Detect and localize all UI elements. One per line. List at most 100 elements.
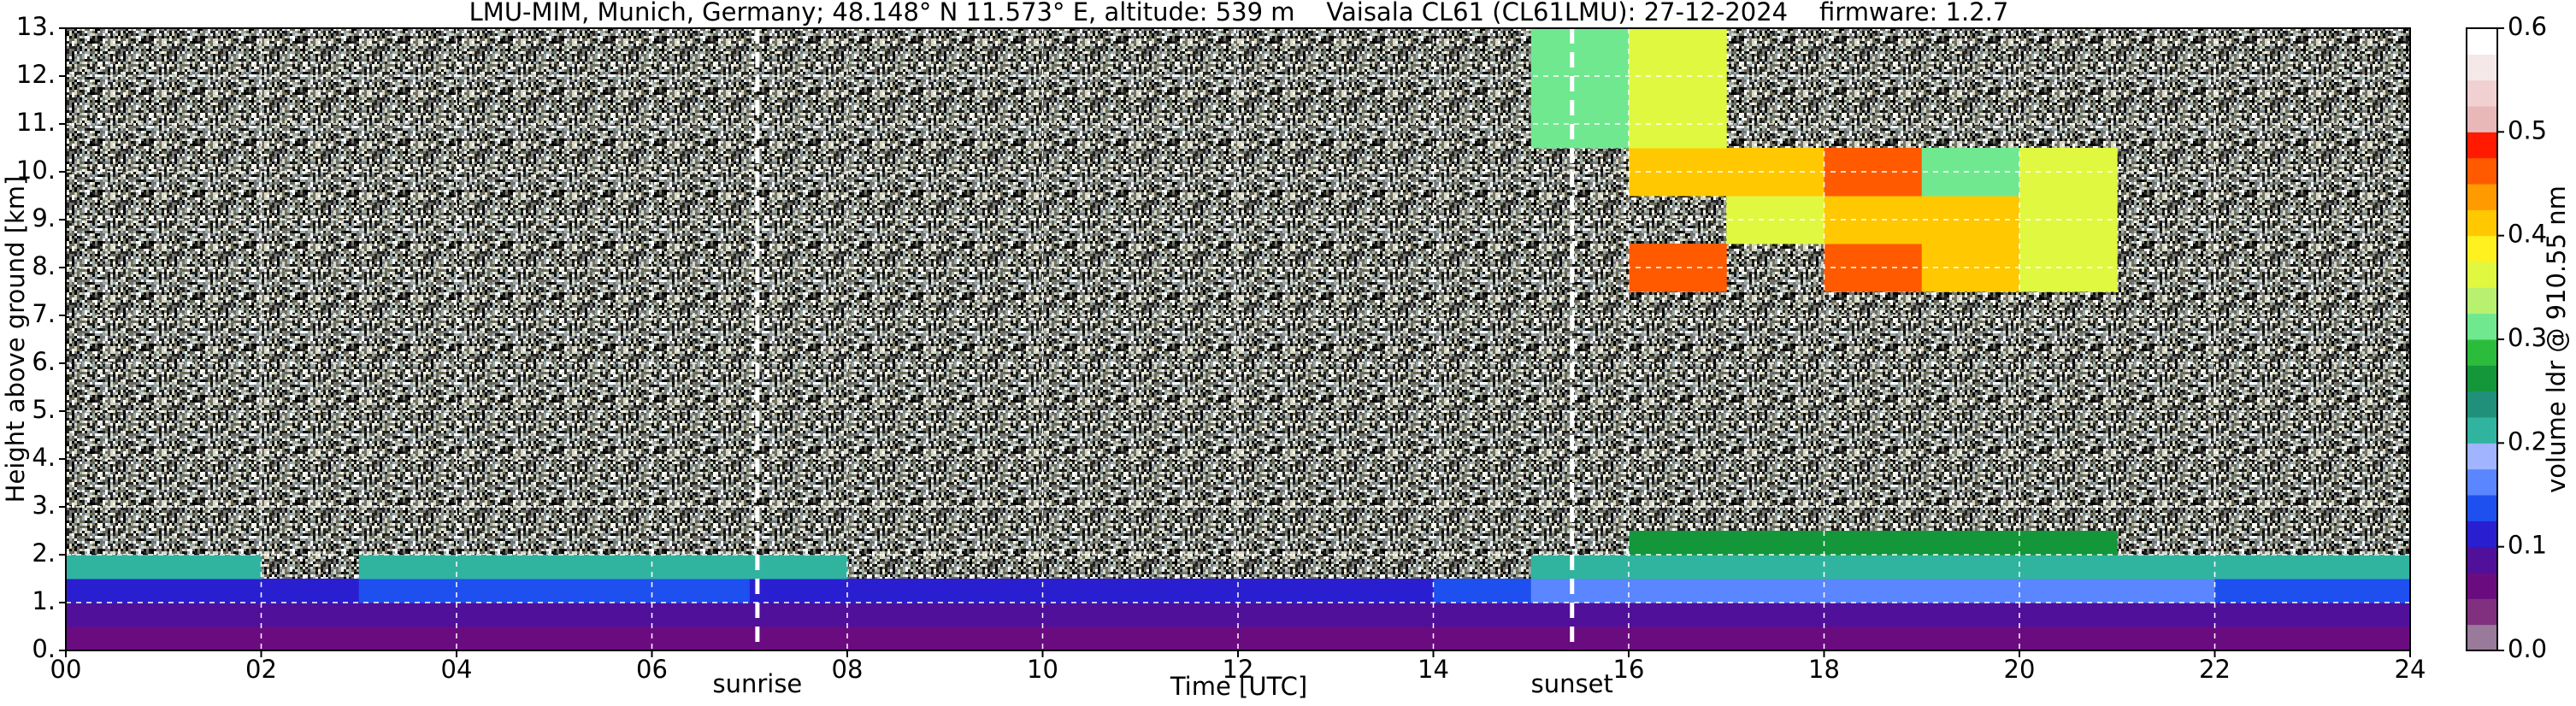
- colorbar-cell: [2467, 184, 2497, 210]
- heatmap-cell: [847, 627, 946, 651]
- heatmap-cell: [651, 603, 751, 627]
- colorbar-cell: [2467, 54, 2497, 81]
- heatmap-cell: [1042, 579, 1141, 603]
- y-tick-label: 8.: [32, 251, 56, 280]
- heatmap-cell: [2214, 627, 2314, 651]
- heatmap-cell: [749, 627, 848, 651]
- heatmap-cell: [554, 627, 652, 651]
- heatmap-cell: [1726, 579, 1824, 603]
- heatmap-cell: [66, 579, 164, 603]
- heatmap-cell: [1629, 579, 1727, 603]
- heatmap-cell: [554, 603, 652, 627]
- heatmap-cell: [163, 555, 262, 580]
- heatmap-cell: [847, 579, 946, 603]
- heatmap-cell: [2117, 603, 2215, 627]
- heatmap-cell: [1629, 603, 1727, 627]
- heatmap-cell: [1824, 627, 1923, 651]
- heatmap-cell: [261, 603, 360, 627]
- colorbar-cell: [2467, 339, 2497, 366]
- plot-frame: [65, 27, 2411, 651]
- heatmap-cell: [651, 555, 751, 580]
- x-tick-label: 14: [1418, 655, 1449, 684]
- x-tick-label: 08: [832, 655, 864, 684]
- heatmap-cell: [1140, 627, 1239, 651]
- heatmap-cell: [1530, 28, 1630, 149]
- heatmap-cell: [261, 627, 360, 651]
- heatmap-cell: [163, 603, 262, 627]
- colorbar-cell: [2467, 391, 2497, 418]
- heatmap-cell: [1238, 579, 1336, 603]
- heatmap-cell: [1042, 603, 1141, 627]
- y-tick-label: 11.: [16, 108, 56, 137]
- heatmap-cell: [66, 603, 164, 627]
- colorbar-label: volume ldr @ 910.55 nm: [2542, 185, 2571, 493]
- colorbar-cell: [2467, 313, 2497, 340]
- heatmap-cell: [1042, 627, 1141, 651]
- heatmap-cell: [1335, 579, 1434, 603]
- heatmap-cell: [66, 627, 164, 651]
- x-tick-label: 04: [441, 655, 473, 684]
- colorbar-tick-label: 0.4: [2508, 220, 2547, 249]
- heatmap-cell: [1824, 579, 1923, 603]
- heatmap-cell: [1921, 603, 2020, 627]
- colorbar-cell: [2467, 598, 2497, 626]
- y-tick-label: 7.: [32, 299, 56, 328]
- heatmap-cell: [2312, 627, 2411, 651]
- heatmap-cell: [2019, 603, 2118, 627]
- y-tick-label: 1.: [32, 586, 56, 615]
- colorbar-cell: [2467, 443, 2497, 470]
- y-tick-label: 13.: [16, 12, 56, 41]
- heatmap-cell: [2019, 555, 2118, 580]
- colorbar-cell: [2467, 262, 2497, 288]
- colorbar-tick-label: 0.3: [2508, 323, 2547, 352]
- x-tick-label: 00: [50, 655, 82, 684]
- heatmap-cell: [554, 579, 652, 603]
- heatmap-cell: [554, 555, 652, 580]
- heatmap-cell: [1726, 627, 1824, 651]
- heatmap-cell: [1824, 555, 1923, 580]
- heatmap-cell: [1335, 603, 1434, 627]
- heatmap-cell: [2312, 555, 2411, 580]
- colorbar-cell: [2467, 624, 2497, 651]
- x-tick-label: 18: [1808, 655, 1840, 684]
- heatmap-cell: [1726, 531, 1824, 556]
- colorbar-tick-label: 0.6: [2508, 12, 2547, 41]
- heatmap-cell: [1629, 627, 1727, 651]
- y-tick-label: 4.: [32, 443, 56, 472]
- heatmap-cell: [749, 555, 848, 580]
- heatmap-cell: [1433, 579, 1532, 603]
- heatmap-cell: [1433, 603, 1532, 627]
- heatmap-cell: [1140, 603, 1239, 627]
- heatmap-cell: [1530, 627, 1630, 651]
- heatmap-cell: [1921, 531, 2020, 556]
- heatmap-cell: [847, 603, 946, 627]
- y-tick-label: 0.: [32, 634, 56, 663]
- heatmap-cell: [1921, 555, 2020, 580]
- x-tick-label: 24: [2395, 655, 2426, 684]
- colorbar-cell: [2467, 132, 2497, 159]
- colorbar-tick-label: 0.5: [2508, 115, 2547, 144]
- heatmap-cell: [261, 579, 360, 603]
- colorbar-cell: [2467, 209, 2497, 237]
- colorbar-cell: [2467, 106, 2497, 132]
- heatmap-cell: [749, 603, 848, 627]
- heatmap-cell: [2019, 579, 2118, 603]
- heatmap-cell: [457, 603, 555, 627]
- heatmap-cell: [1530, 579, 1630, 603]
- colorbar-cell: [2467, 573, 2497, 599]
- heatmap-cell: [945, 603, 1043, 627]
- heatmap-cell: [163, 627, 262, 651]
- colorbar-tick-label: 0.2: [2508, 427, 2547, 456]
- y-tick-label: 2.: [32, 538, 56, 568]
- heatmap-cell: [2117, 555, 2215, 580]
- heatmap-cell: [945, 579, 1043, 603]
- heatmap-cell: [358, 555, 457, 580]
- colorbar-cell: [2467, 157, 2497, 185]
- heatmap-cell: [1629, 531, 1727, 556]
- heatmap-cell: [358, 579, 457, 603]
- heatmap-cell: [358, 603, 457, 627]
- heatmap-cell: [2117, 627, 2215, 651]
- heatmap-cell: [2214, 555, 2314, 580]
- heatmap-cell: [651, 627, 751, 651]
